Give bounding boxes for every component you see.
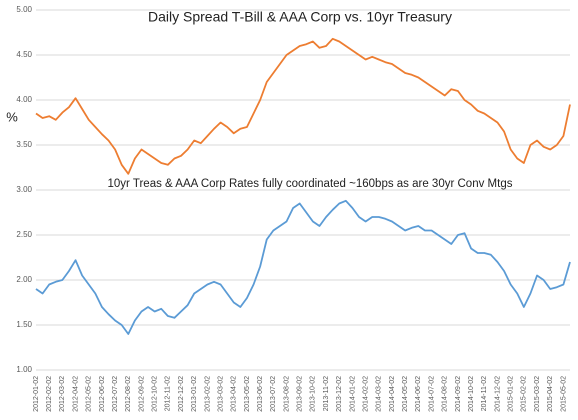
x-tick-label: 2013-02-02	[204, 376, 211, 412]
x-tick-label: 2012-04-02	[72, 376, 79, 412]
x-tick-label: 2014-04-02	[389, 376, 396, 412]
x-tick-label: 2014-08-02	[442, 376, 449, 412]
y-tick-label: 1.50	[16, 320, 32, 329]
x-tick-label: 2013-08-02	[283, 376, 290, 412]
x-tick-label: 2013-12-02	[336, 376, 343, 412]
x-tick-label: 2014-03-02	[376, 376, 383, 412]
x-tick-label: 2015-02-02	[521, 376, 528, 412]
x-tick-label: 2013-09-02	[297, 376, 304, 412]
annotation: 10yr Treas & AAA Corp Rates fully coordi…	[108, 178, 513, 190]
x-tick-label: 2013-11-02	[323, 376, 330, 411]
y-tick-label: 3.50	[16, 140, 32, 149]
y-tick-label: 4.00	[16, 95, 32, 104]
series-line	[35, 37, 571, 175]
y-tick-label: 5.00	[16, 5, 32, 14]
x-tick-label: 2012-06-02	[99, 376, 106, 412]
x-tick-label: 2012-11-02	[165, 376, 172, 411]
y-tick-label: 4.50	[16, 50, 32, 59]
x-tick-label: 2014-02-02	[362, 376, 369, 412]
x-tick-label: 2013-04-02	[231, 376, 238, 412]
x-tick-label: 2012-12-02	[178, 376, 185, 412]
x-tick-label: 2014-10-02	[468, 376, 475, 412]
x-tick-label: 2014-07-02	[428, 376, 435, 412]
x-tick-label: 2015-05-02	[560, 376, 567, 412]
x-tick-label: 2015-01-02	[508, 376, 515, 412]
x-tick-label: 2013-03-02	[217, 376, 224, 412]
x-tick-label: 2015-03-02	[534, 376, 541, 412]
x-tick-label: 2013-07-02	[270, 376, 277, 412]
x-tick-label: 2012-10-02	[152, 376, 159, 412]
x-tick-label: 2012-07-02	[112, 376, 119, 412]
x-tick-label: 2014-09-02	[455, 376, 462, 412]
x-tick-label: 2012-01-02	[33, 376, 40, 412]
y-axis-label: %	[6, 109, 18, 124]
x-tick-label: 2012-09-02	[138, 376, 145, 412]
y-tick-label: 2.00	[16, 275, 32, 284]
x-tick-label: 2015-04-02	[547, 376, 554, 412]
x-tick-label: 2012-02-02	[46, 376, 53, 412]
x-tick-label: 2012-03-02	[59, 376, 66, 412]
x-tick-label: 2013-05-02	[244, 376, 251, 412]
x-tick-label: 2012-08-02	[125, 376, 132, 412]
x-tick-label: 2013-01-02	[191, 376, 198, 412]
y-tick-label: 2.50	[16, 230, 32, 239]
x-tick-label: 2014-05-02	[402, 376, 409, 412]
y-tick-label: 3.00	[16, 185, 32, 194]
x-tick-label: 2014-12-02	[494, 376, 501, 412]
series-line	[35, 199, 571, 335]
x-tick-label: 2013-06-02	[257, 376, 264, 412]
x-tick-label: 2012-05-02	[86, 376, 93, 412]
chart-title: Daily Spread T-Bill & AAA Corp vs. 10yr …	[148, 9, 452, 25]
x-tick-label: 2014-01-02	[349, 376, 356, 412]
x-tick-label: 2013-10-02	[310, 376, 317, 412]
y-tick-label: 1.00	[16, 365, 32, 374]
x-tick-label: 2014-06-02	[415, 376, 422, 412]
x-tick-label: 2014-11-02	[481, 376, 488, 411]
